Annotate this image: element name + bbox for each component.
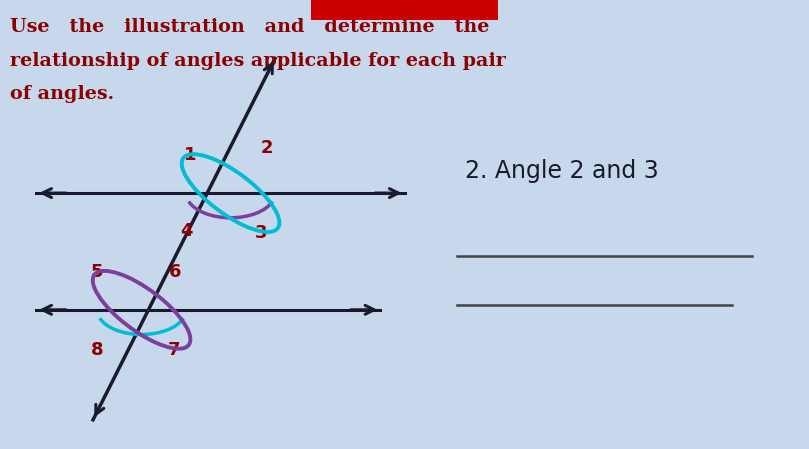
Text: Use   the   illustration   and   determine   the: Use the illustration and determine the	[10, 18, 489, 36]
Text: 6: 6	[169, 263, 182, 281]
Text: 1: 1	[184, 146, 197, 164]
Text: 2. Angle 2 and 3: 2. Angle 2 and 3	[465, 158, 659, 183]
FancyBboxPatch shape	[311, 0, 498, 20]
Text: 5: 5	[91, 263, 104, 281]
Text: 7: 7	[167, 341, 180, 359]
Text: of angles.: of angles.	[10, 85, 114, 103]
Text: 4: 4	[180, 222, 193, 240]
Text: relationship of angles applicable for each pair: relationship of angles applicable for ea…	[10, 52, 506, 70]
Text: 3: 3	[255, 224, 268, 242]
Text: 8: 8	[91, 341, 104, 359]
Text: 2: 2	[260, 139, 273, 157]
